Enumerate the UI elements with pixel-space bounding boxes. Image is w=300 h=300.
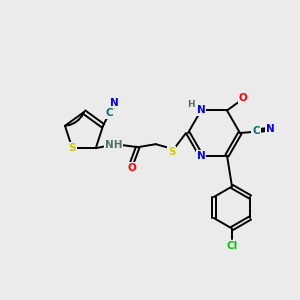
Text: O: O — [238, 94, 247, 103]
Text: N: N — [110, 98, 119, 108]
Text: C: C — [106, 108, 113, 118]
Text: N: N — [196, 106, 206, 116]
Text: Cl: Cl — [226, 241, 238, 250]
Text: N: N — [266, 124, 274, 134]
Text: C: C — [252, 126, 260, 136]
Text: N: N — [196, 151, 206, 160]
Text: NH: NH — [105, 140, 122, 150]
Text: H: H — [187, 100, 195, 109]
Text: O: O — [128, 163, 136, 173]
Text: S: S — [68, 143, 76, 153]
Text: S: S — [168, 147, 176, 157]
